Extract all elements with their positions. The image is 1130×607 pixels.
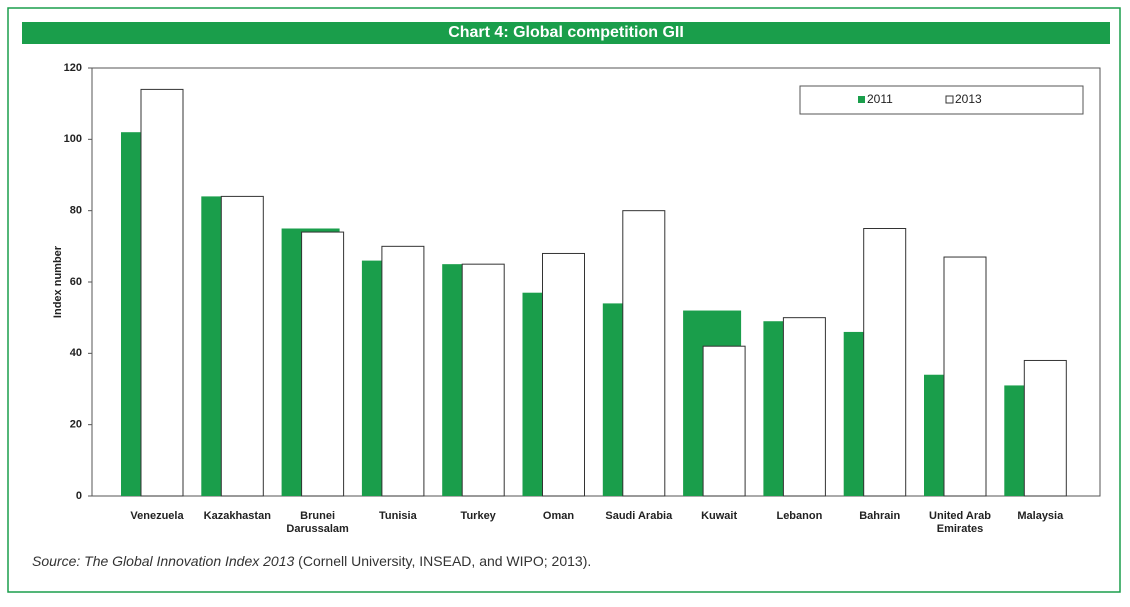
- y-tick-label: 40: [70, 347, 82, 359]
- source-title: Source: The Global Innovation Index 2013: [32, 553, 295, 569]
- legend-swatch: [945, 95, 954, 104]
- x-tick-label: Bahrain: [859, 510, 901, 522]
- y-tick-label: 100: [64, 133, 82, 145]
- bar: [943, 256, 987, 497]
- y-tick-label: 20: [70, 419, 82, 431]
- x-tick-label: Brunei Darussalam: [286, 510, 349, 535]
- bar: [542, 252, 585, 497]
- bar: [702, 345, 746, 497]
- outer-frame: [7, 7, 1121, 593]
- bar: [461, 263, 505, 497]
- bar: [1023, 359, 1067, 497]
- bar: [301, 231, 345, 497]
- x-tick-label: Kazakhastan: [203, 510, 271, 522]
- bar: [140, 88, 184, 497]
- x-tick-label: Turkey: [460, 510, 496, 522]
- y-tick-label: 80: [70, 205, 82, 217]
- x-tick-label: Tunisia: [379, 510, 417, 522]
- y-tick-label: 60: [70, 276, 82, 288]
- y-axis-label: Index number: [52, 245, 64, 318]
- legend-label: 2011: [867, 92, 893, 106]
- source-rest: (Cornell University, INSEAD, and WIPO; 2…: [294, 553, 592, 569]
- y-tick-label: 0: [76, 490, 82, 502]
- legend-label: 2013: [955, 92, 982, 106]
- x-tick-label: Oman: [542, 510, 575, 522]
- x-tick-label: Venezuela: [130, 510, 184, 522]
- x-tick-label: Lebanon: [776, 510, 823, 522]
- legend-box: [799, 85, 1084, 115]
- x-tick-label: Malaysia: [1017, 510, 1064, 522]
- bar: [782, 317, 826, 497]
- chart-title: Chart 4: Global competition GII: [22, 22, 1110, 44]
- bar: [863, 228, 907, 497]
- x-tick-label: United Arab Emirates: [929, 510, 991, 535]
- x-tick-label: Saudi Arabia: [605, 510, 673, 522]
- bar: [381, 245, 425, 497]
- bar: [622, 210, 666, 497]
- y-tick-label: 120: [64, 62, 82, 74]
- x-tick-label: Kuwait: [701, 510, 738, 522]
- bar: [220, 195, 264, 497]
- legend-swatch: [858, 96, 865, 103]
- source: Source: The Global Innovation Index 2013…: [32, 553, 591, 569]
